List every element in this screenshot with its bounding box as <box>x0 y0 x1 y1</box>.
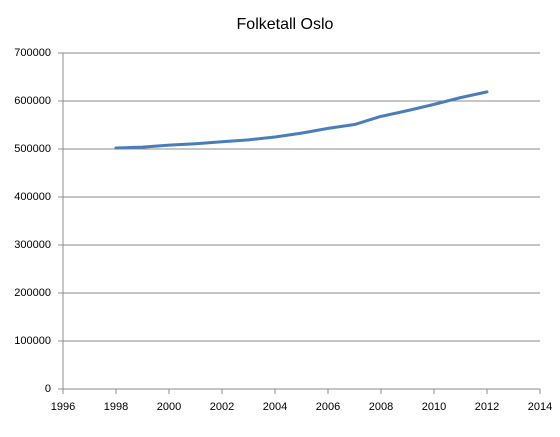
y-tick-label: 0 <box>45 383 51 395</box>
x-tick-label: 2002 <box>210 401 234 413</box>
y-tick-label: 700000 <box>14 47 51 59</box>
y-tick-label: 200000 <box>14 287 51 299</box>
x-tick-label: 1996 <box>51 401 75 413</box>
x-tick-label: 1998 <box>104 401 128 413</box>
x-tick-label: 2010 <box>422 401 446 413</box>
x-tick-label: 2000 <box>157 401 181 413</box>
y-tick-label: 300000 <box>14 239 51 251</box>
x-tick-label: 2006 <box>316 401 340 413</box>
x-tick-label: 2008 <box>369 401 393 413</box>
y-tick-label: 100000 <box>14 335 51 347</box>
x-tick-label: 2014 <box>528 401 552 413</box>
y-tick-label: 400000 <box>14 191 51 203</box>
y-tick-label: 500000 <box>14 143 51 155</box>
x-tick-label: 2004 <box>263 401 287 413</box>
y-tick-label: 600000 <box>14 95 51 107</box>
x-tick-label: 2012 <box>475 401 499 413</box>
data-line <box>114 90 489 150</box>
chart-title: Folketall Oslo <box>237 16 334 33</box>
